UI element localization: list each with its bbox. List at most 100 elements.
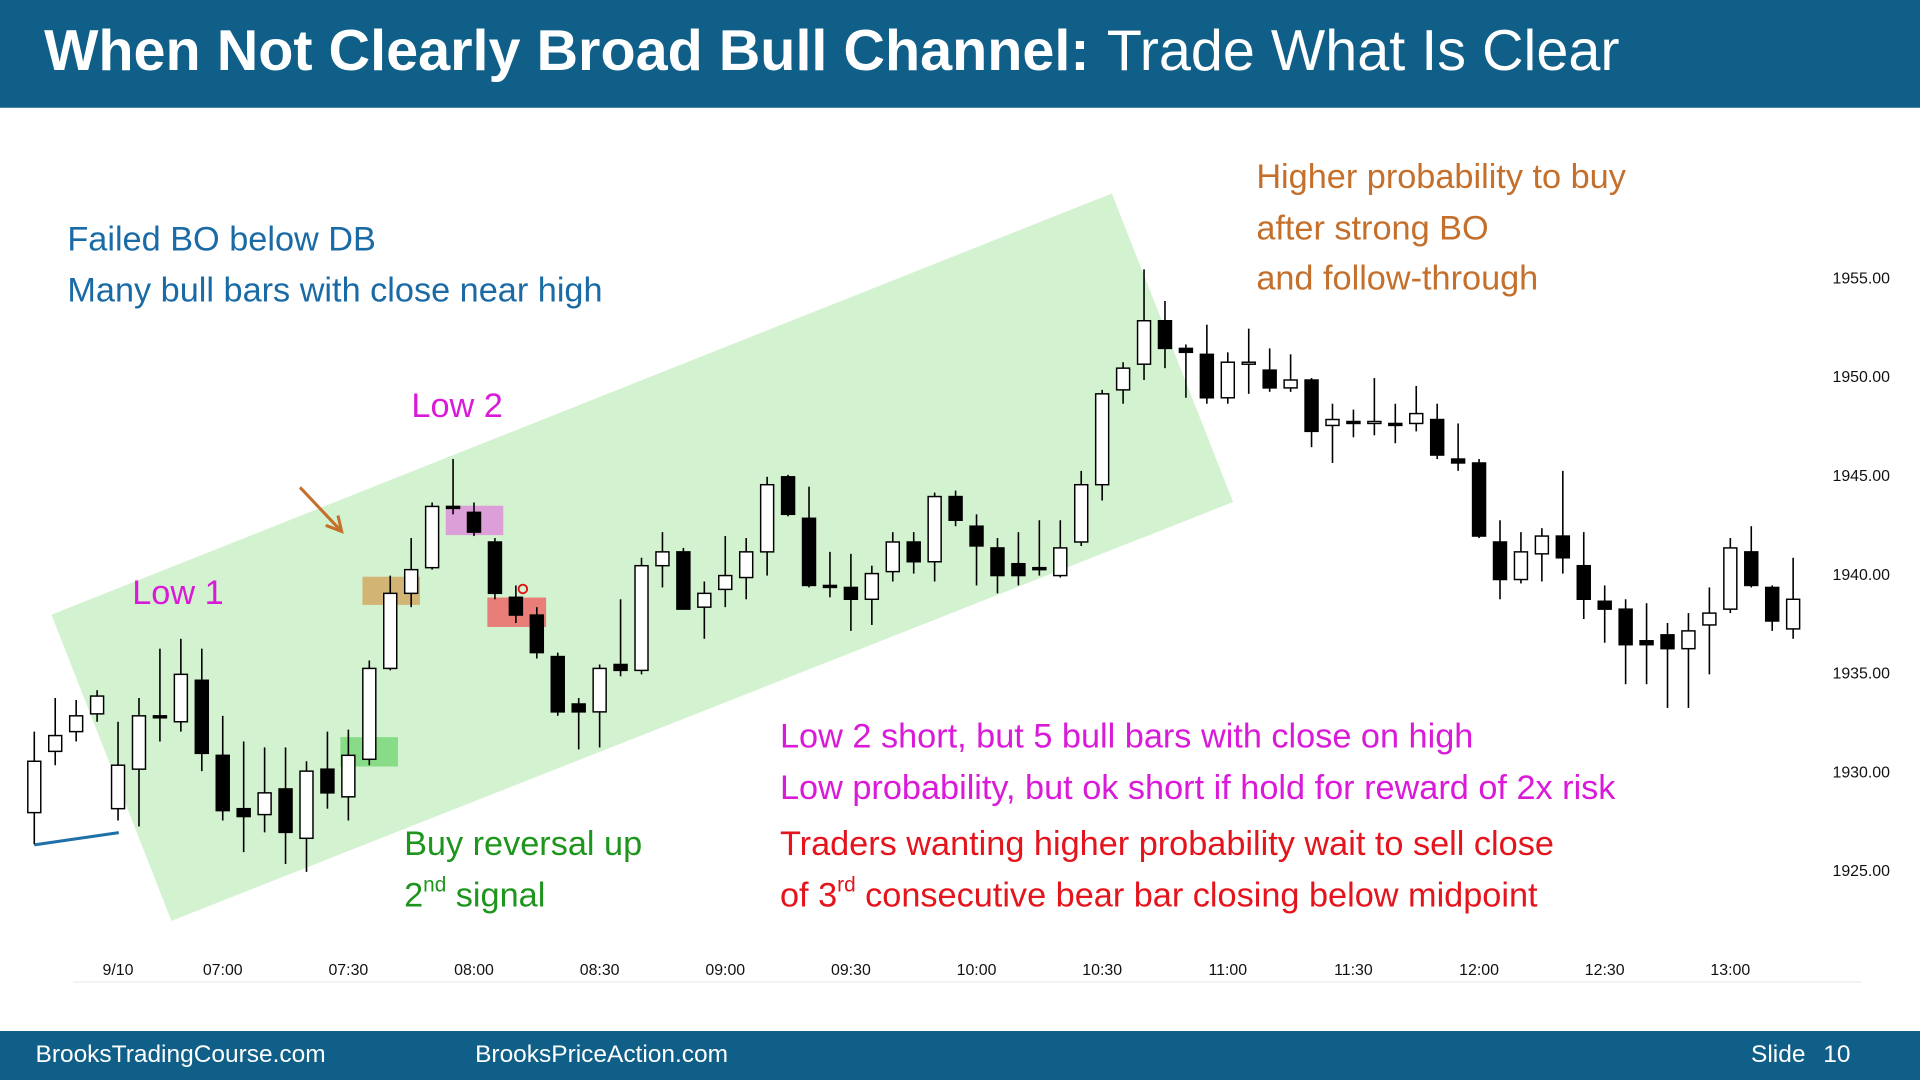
text: 2 xyxy=(404,877,423,915)
annotation: Low probability, but ok short if hold fo… xyxy=(780,769,1616,807)
footer-text: BrooksTradingCourse.com xyxy=(36,1041,326,1068)
candle-body xyxy=(550,655,565,713)
candle-body xyxy=(1241,361,1256,365)
candle-body xyxy=(1115,367,1131,391)
candle-body xyxy=(592,667,607,713)
candle-body xyxy=(152,715,168,719)
candle-body xyxy=(1304,379,1319,433)
x-tick-label: 11:00 xyxy=(1208,962,1247,979)
candle-body xyxy=(927,495,942,563)
slide-label: Slide xyxy=(1751,1041,1805,1068)
candle-body xyxy=(1157,320,1173,350)
chart: 1925.00 1930.00 1935.00 1940.00 1945.00 1950.… xyxy=(27,269,1890,979)
candle-body xyxy=(487,541,503,595)
x-tick-label: 09:00 xyxy=(705,962,745,979)
candle-body xyxy=(634,564,649,672)
candle-body xyxy=(1513,551,1529,581)
candle-body xyxy=(257,792,272,816)
candle-body xyxy=(1325,418,1340,427)
candle-body xyxy=(906,541,921,563)
candle-body xyxy=(697,592,712,608)
candle-body xyxy=(1555,535,1571,559)
arrow xyxy=(298,486,342,532)
candle-body xyxy=(822,584,838,589)
candle-body xyxy=(403,568,419,595)
candle-body xyxy=(236,807,251,818)
candle-body xyxy=(529,614,545,654)
candle-body xyxy=(1450,458,1466,464)
annotation: Low 2 short, but 5 bull bars with close … xyxy=(780,717,1473,755)
candle-body xyxy=(173,673,189,723)
annotation: of 3rd consecutive bear bar closing belo… xyxy=(780,873,1538,915)
candle-body xyxy=(1492,541,1508,581)
text: of 3 xyxy=(780,877,837,915)
candle-body xyxy=(47,734,63,753)
candle-body xyxy=(1639,640,1654,646)
candle-body xyxy=(1618,608,1633,646)
candle-body xyxy=(424,505,440,569)
candle-body xyxy=(738,551,754,579)
candle-body xyxy=(215,754,230,812)
candle-body xyxy=(718,574,733,591)
candle-body xyxy=(969,525,984,547)
x-tick-label: 12:30 xyxy=(1585,962,1625,979)
candle-body xyxy=(299,770,314,840)
superscript: rd xyxy=(837,873,856,896)
candle-body xyxy=(278,788,293,834)
candle-body xyxy=(1136,320,1152,365)
arrow-head xyxy=(325,515,344,534)
candle-body xyxy=(1262,369,1277,389)
x-tick-label: 10:30 xyxy=(1082,962,1122,979)
candle-body xyxy=(1597,600,1612,610)
x-tick-label: 11:30 xyxy=(1334,962,1373,979)
candle-body xyxy=(571,703,586,713)
candle-body xyxy=(885,541,901,573)
candle-body xyxy=(801,517,817,587)
candle-body xyxy=(1346,420,1361,425)
slide-number: 10 xyxy=(1823,1041,1850,1068)
candle-body xyxy=(1220,361,1236,399)
candle-body xyxy=(990,547,1005,577)
annotation: Low 2 xyxy=(411,387,502,425)
candle-body xyxy=(759,483,775,553)
candle-body xyxy=(131,715,147,770)
annotation: Failed BO below DB xyxy=(67,220,376,258)
candle-body xyxy=(1723,547,1738,610)
candle-body xyxy=(780,476,796,516)
text: signal xyxy=(446,877,545,915)
candle-body xyxy=(110,764,126,810)
candle-body xyxy=(1053,547,1068,577)
candle-body xyxy=(1073,483,1089,543)
annotation: Traders wanting higher probability wait … xyxy=(780,825,1554,863)
candle-body xyxy=(383,592,398,670)
candle-body xyxy=(1178,347,1194,354)
y-tick-label: 1925.00 xyxy=(1832,863,1890,880)
candle-body xyxy=(1409,412,1424,425)
text: consecutive bear bar closing below midpo… xyxy=(856,877,1538,915)
candle-body xyxy=(1388,422,1403,427)
candle-body xyxy=(1199,353,1215,399)
x-tick-label: 10:00 xyxy=(957,962,997,979)
header-bar xyxy=(0,0,1920,108)
candle-body xyxy=(1785,598,1801,630)
annotation: and follow-through xyxy=(1256,259,1538,297)
y-tick-label: 1935.00 xyxy=(1832,666,1890,683)
candle-body xyxy=(466,511,482,533)
candle-body xyxy=(1744,551,1759,587)
candle-body xyxy=(613,663,628,672)
double-bottom-line xyxy=(34,831,119,847)
candle-body xyxy=(68,715,84,733)
x-tick-label: 07:00 xyxy=(203,962,243,979)
x-tick-label: 09:30 xyxy=(831,962,871,979)
x-tick-label: 08:30 xyxy=(580,962,620,979)
annotation: after strong BO xyxy=(1256,209,1488,247)
candle-body xyxy=(1367,420,1382,425)
candle-body xyxy=(1702,612,1717,626)
candle-body xyxy=(445,505,461,510)
candle-body xyxy=(1660,634,1675,650)
candle-body xyxy=(864,572,880,601)
candle-body xyxy=(194,679,210,755)
candle-body xyxy=(1283,379,1298,389)
candle-body xyxy=(320,768,335,794)
